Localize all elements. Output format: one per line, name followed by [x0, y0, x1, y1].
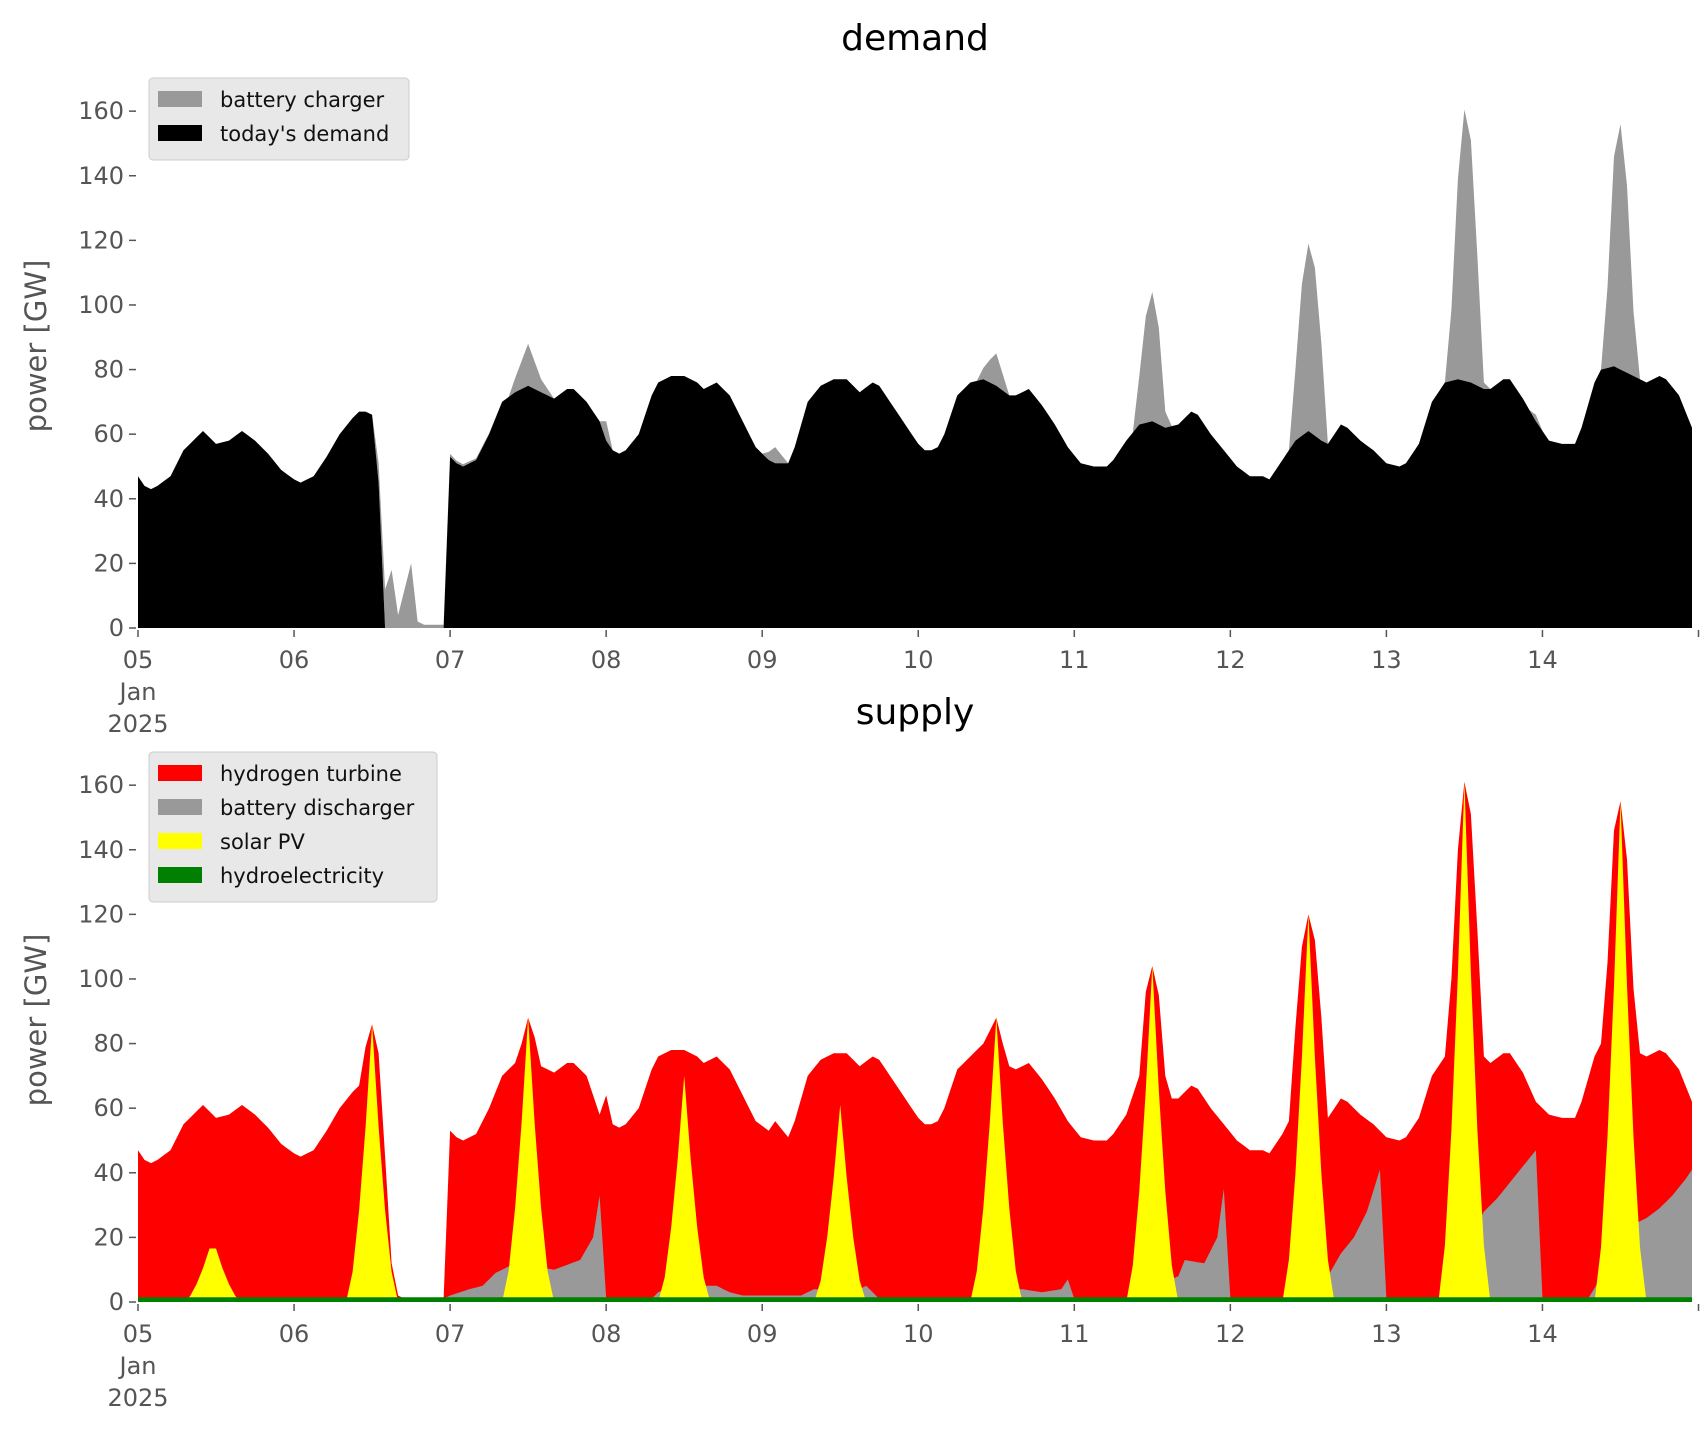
- legend-swatch: [158, 867, 202, 883]
- x-tick-label: 13: [1371, 1320, 1402, 1348]
- y-tick-label: 100: [78, 291, 124, 319]
- x-tick-label: 06: [279, 646, 310, 674]
- x-tick-label: 11: [1059, 646, 1090, 674]
- x-tick-label: 09: [747, 1320, 778, 1348]
- y-tick-label: 140: [78, 162, 124, 190]
- x-tick-label: 08: [591, 646, 622, 674]
- y-tick-label: 100: [78, 965, 124, 993]
- legend-label: hydrogen turbine: [220, 762, 402, 786]
- x-tick-label: 05: [123, 646, 154, 674]
- demand-panel: demand 0 20 40 60 80 100 120 140 160 05 Jan 2025 06…: [19, 18, 1700, 738]
- solar-pv-area: [138, 781, 1692, 1302]
- x-tick-label: 08: [591, 1320, 622, 1348]
- legend-box: [148, 751, 438, 903]
- legend-label: battery charger: [220, 88, 385, 112]
- demand-legend: battery charger today's demand: [148, 77, 410, 161]
- supply-y-axis: 0 20 40 60 80 100 120 140 160: [78, 771, 136, 1316]
- legend-swatch: [158, 91, 202, 107]
- x-tick-label: 11: [1059, 1320, 1090, 1348]
- legend-swatch: [158, 799, 202, 815]
- x-tick-sublabel: 2025: [107, 710, 168, 738]
- y-tick-label: 20: [93, 1223, 124, 1251]
- x-tick-label: 07: [435, 646, 466, 674]
- demand-plot-area: [138, 109, 1692, 628]
- legend-box: [148, 77, 410, 161]
- demand-title: demand: [841, 18, 989, 59]
- demand-y-axis: 0 20 40 60 80 100 120 140 160: [78, 97, 136, 642]
- y-tick-label: 140: [78, 836, 124, 864]
- legend-swatch: [158, 833, 202, 849]
- legend-label: solar PV: [220, 830, 305, 854]
- x-tick-label: 10: [903, 646, 934, 674]
- x-tick-label: 06: [279, 1320, 310, 1348]
- x-tick-label: 12: [1215, 646, 1246, 674]
- y-tick-label: 40: [93, 1159, 124, 1187]
- y-tick-label: 160: [78, 97, 124, 125]
- todays-demand-area: [138, 366, 1692, 628]
- supply-plot-area: [138, 781, 1692, 1302]
- y-tick-label: 0: [109, 1288, 124, 1316]
- y-tick-label: 60: [93, 1094, 124, 1122]
- y-tick-label: 60: [93, 420, 124, 448]
- x-tick-label: 12: [1215, 1320, 1246, 1348]
- battery-discharger-area: [138, 1150, 1692, 1302]
- legend-label: today's demand: [220, 122, 389, 146]
- supply-panel: supply 0 20 40 60 80 100 120 140 160 05 Jan 2025 06…: [19, 692, 1700, 1412]
- y-tick-label: 20: [93, 549, 124, 577]
- x-tick-label: 14: [1527, 646, 1558, 674]
- y-tick-label: 80: [93, 356, 124, 384]
- supply-title: supply: [856, 692, 975, 733]
- legend-swatch: [158, 765, 202, 781]
- y-tick-label: 120: [78, 226, 124, 254]
- x-tick-label: 05: [123, 1320, 154, 1348]
- y-tick-label: 80: [93, 1030, 124, 1058]
- x-tick-label: 07: [435, 1320, 466, 1348]
- x-tick-sublabel: 2025: [107, 1384, 168, 1412]
- x-tick-label: 14: [1527, 1320, 1558, 1348]
- x-tick-label: 10: [903, 1320, 934, 1348]
- x-tick-sublabel: Jan: [118, 1352, 157, 1380]
- supply-x-axis: 05 Jan 2025 06 07 08 09 10 11 12 13 14: [107, 1304, 1700, 1412]
- x-tick-label: 13: [1371, 646, 1402, 674]
- demand-x-axis: 05 Jan 2025 06 07 08 09 10 11 12 13 14: [107, 630, 1700, 738]
- demand-y-axis-label: power [GW]: [19, 260, 53, 433]
- y-tick-label: 0: [109, 614, 124, 642]
- y-tick-label: 120: [78, 900, 124, 928]
- hydroelectricity-area: [138, 1297, 1692, 1302]
- supply-legend: hydrogen turbine battery discharger solar …: [148, 751, 438, 903]
- y-tick-label: 160: [78, 771, 124, 799]
- x-tick-label: 09: [747, 646, 778, 674]
- supply-y-axis-label: power [GW]: [19, 934, 53, 1107]
- y-tick-label: 40: [93, 485, 124, 513]
- x-tick-sublabel: Jan: [118, 678, 157, 706]
- legend-swatch: [158, 125, 202, 141]
- legend-label: hydroelectricity: [220, 864, 384, 888]
- legend-label: battery discharger: [220, 796, 415, 820]
